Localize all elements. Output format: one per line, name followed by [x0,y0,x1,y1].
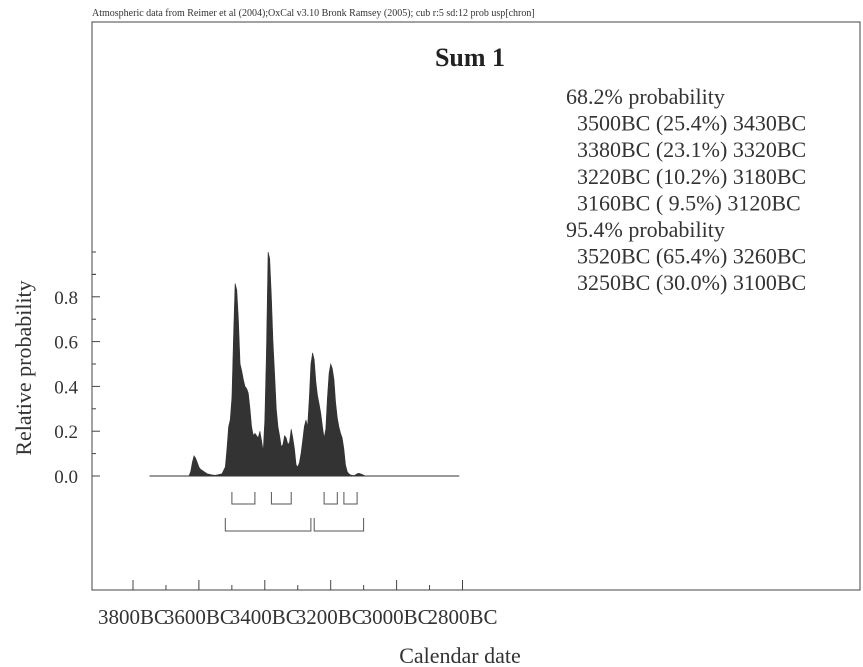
range-bar-1-2 [323,492,338,505]
plot-frame [91,21,861,591]
probability-legend: 68.2% probability 3500BC (25.4%) 3430BC … [566,84,806,295]
y-tick-label: 0.4 [54,377,78,398]
legend-line: 3500BC (25.4%) 3430BC [566,111,806,136]
legend-line: 68.2% probability [566,84,725,109]
legend-line: 3220BC (10.2%) 3180BC [566,164,806,189]
y-tick-label: 0.6 [54,333,78,354]
x-tick-label: 3800BC [98,605,168,629]
legend-line: 3520BC (65.4%) 3260BC [566,244,806,269]
legend-line: 3250BC (30.0%) 3100BC [566,270,806,295]
probability-range-bars [224,492,365,532]
x-tick-label: 3400BC [230,605,300,629]
y-axis-label: Relative probability [11,280,36,455]
y-tick-label: 0.8 [54,288,78,309]
x-tick-label: 2800BC [427,605,497,629]
range-bar-1-0 [231,492,256,505]
y-tick-label: 0.0 [54,467,78,488]
header-caption: Atmospheric data from Reimer et al (2004… [92,8,535,19]
x-tick-label: 3200BC [296,605,366,629]
x-tick-label: 3600BC [164,605,234,629]
x-axis-label: Calendar date [399,643,521,667]
range-bar-2-5 [313,518,365,532]
range-bar-2-4 [224,518,312,532]
y-tick-label: 0.2 [54,422,78,443]
range-bar-1-1 [270,492,292,505]
legend-line: 3380BC (23.1%) 3320BC [566,137,806,162]
legend-line: 3160BC ( 9.5%) 3120BC [566,190,801,215]
legend-line: 95.4% probability [566,217,725,242]
y-axis: 0.0 0.2 0.4 0.6 0.8 [54,251,100,488]
chart-title: Sum 1 [435,43,505,72]
area-series-0 [149,251,460,477]
probability-area-series [149,251,460,477]
x-tick-label: 3000BC [362,605,432,629]
range-bar-1-3 [343,492,358,505]
